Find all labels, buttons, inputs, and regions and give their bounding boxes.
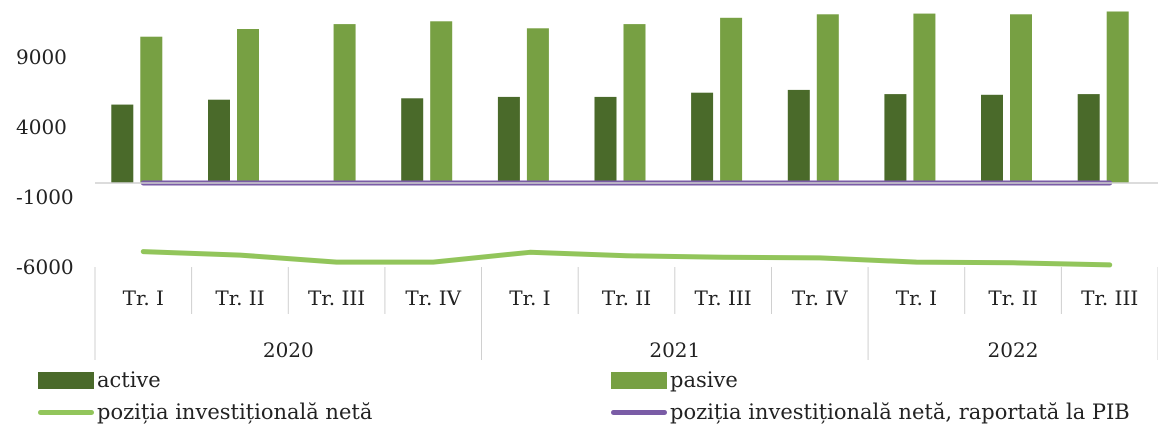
y-tick-label-1: 4000 [16, 115, 67, 139]
bar-active-3 [401, 98, 424, 183]
x-tick-label-1: Tr. II [215, 286, 264, 310]
bar-pasive-3 [430, 21, 453, 183]
bar-active-10 [1077, 94, 1100, 183]
bar-pasive-4 [526, 28, 549, 183]
legend: active pasive poziția investițională net… [0, 366, 1158, 431]
bar-pasive-0 [140, 36, 163, 184]
x-group-label-0: 2020 [263, 338, 314, 362]
bar-active-0 [111, 104, 134, 183]
bar-active-7 [787, 89, 810, 183]
legend-item-pin: poziția investițională netă [38, 400, 372, 424]
bar-active-9 [981, 94, 1003, 183]
x-tick-label-6: Tr. III [695, 286, 752, 310]
x-tick-label-0: Tr. I [123, 286, 164, 310]
x-tick-label-3: Tr. IV [405, 286, 461, 310]
x-group-label-2: 2022 [988, 338, 1039, 362]
legend-item-pin-pib: poziția investițională netă, raportată l… [611, 400, 1130, 424]
bar-active-4 [497, 96, 520, 183]
bar-active-1 [208, 99, 230, 183]
bar-pasive-7 [816, 14, 839, 183]
legend-item-active: active [38, 368, 161, 392]
x-tick-label-4: Tr. I [509, 286, 550, 310]
x-group-label-1: 2021 [649, 338, 700, 362]
bar-pasive-10 [1106, 11, 1129, 183]
y-tick-label-3: -6000 [16, 255, 74, 279]
bar-active-5 [594, 96, 617, 183]
bar-active-8 [884, 94, 907, 183]
x-tick-label-7: Tr. IV [792, 286, 848, 310]
bar-pasive-1 [237, 29, 259, 183]
x-tick-label-2: Tr. III [308, 286, 365, 310]
bar-active-6 [691, 92, 714, 183]
legend-label-pasive: pasive [670, 368, 738, 392]
line-poziția-investițională-netă [140, 249, 1113, 268]
legend-label-pin: poziția investițională netă [97, 400, 373, 424]
bar-pasive-5 [623, 24, 646, 183]
legend-item-pasive: pasive [611, 368, 738, 392]
x-tick-label-5: Tr. II [602, 286, 651, 310]
bar-pasive-2 [333, 24, 356, 183]
legend-swatch-pin [38, 409, 94, 415]
bar-pasive-9 [1010, 14, 1032, 183]
x-tick-label-8: Tr. I [896, 286, 937, 310]
legend-label-active: active [97, 368, 161, 392]
x-tick-label-10: Tr. III [1081, 286, 1138, 310]
legend-swatch-pin-pib [611, 409, 667, 415]
legend-swatch-active [38, 371, 94, 389]
y-tick-label-2: -1000 [16, 185, 74, 209]
legend-label-pin-pib: poziția investițională netă, raportată l… [670, 400, 1130, 424]
x-tick-label-9: Tr. II [988, 286, 1037, 310]
legend-swatch-pasive [611, 371, 667, 389]
bar-pasive-8 [913, 13, 936, 183]
axes-layer: 9000 4000 -1000 -6000 Tr. I Tr. II Tr. III Tr. … [16, 45, 1158, 362]
chart-svg: 9000 4000 -1000 -6000 Tr. I Tr. II Tr. III Tr. … [16, 11, 1158, 362]
bars-layer [111, 11, 1129, 184]
y-tick-label-0: 9000 [16, 45, 67, 69]
bar-pasive-6 [720, 17, 743, 183]
lines-layer [140, 180, 1113, 268]
